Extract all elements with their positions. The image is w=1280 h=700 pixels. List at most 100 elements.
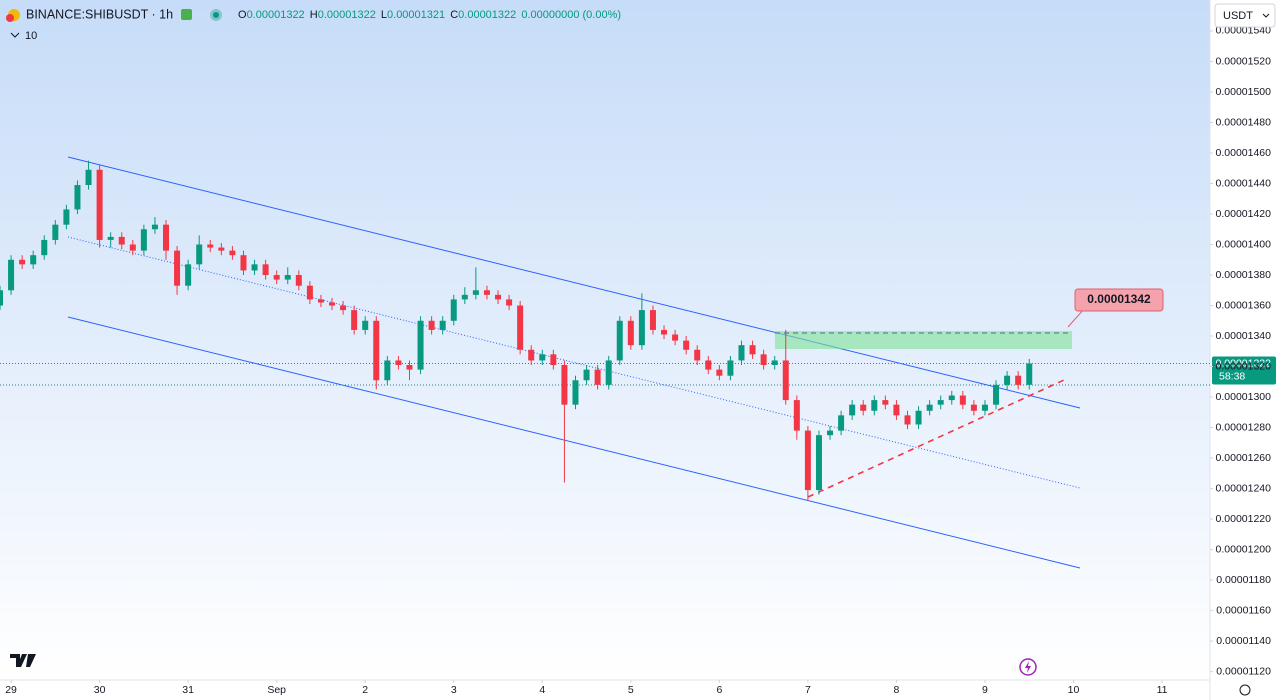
- candle-body: [694, 349, 701, 361]
- y-tick-label: 0.00001480: [1216, 116, 1272, 128]
- x-tick-label: 7: [805, 684, 811, 696]
- callout-box: [1074, 288, 1164, 312]
- candle-body: [240, 255, 247, 271]
- settings-icon[interactable]: [1239, 684, 1251, 696]
- dropdown-icon[interactable]: [1262, 13, 1270, 18]
- candle-body: [273, 275, 280, 280]
- time-axis-bg: [0, 680, 1210, 700]
- candle-body: [19, 259, 26, 265]
- candle-body: [849, 404, 856, 416]
- candle-body: [616, 320, 623, 361]
- candle-body: [904, 415, 911, 425]
- candle-body: [716, 369, 723, 376]
- candle-body: [705, 360, 712, 370]
- y-tick-label: 0.00001440: [1216, 177, 1272, 189]
- candle-body: [118, 236, 125, 245]
- channel-upper: [67, 156, 1081, 409]
- candle-body: [450, 299, 457, 321]
- x-tick-label: 9: [982, 684, 988, 696]
- x-tick-label: 2: [362, 684, 368, 696]
- currency-button[interactable]: [1214, 3, 1276, 28]
- y-tick-label: 0.00001540: [1216, 25, 1272, 37]
- candle-body: [1026, 363, 1033, 385]
- candle-body: [882, 400, 889, 405]
- candle-body: [771, 360, 778, 366]
- ohlc-key: L: [381, 9, 387, 21]
- candle-body: [30, 255, 37, 265]
- candle-body: [727, 360, 734, 376]
- x-tick-label: 3: [451, 684, 457, 696]
- candle-body: [638, 310, 645, 346]
- candle-body: [373, 320, 380, 381]
- volume-label: 10: [25, 30, 37, 42]
- y-tick-label: 0.00001340: [1216, 330, 1272, 342]
- x-tick-label: 11: [1157, 684, 1168, 696]
- candle-body: [683, 340, 690, 350]
- tv-logo[interactable]: [10, 654, 36, 667]
- candle-body: [959, 395, 966, 405]
- candle-body: [661, 329, 668, 335]
- candle-body: [329, 302, 336, 306]
- candle-body: [672, 334, 679, 341]
- ohlc-value: 0.00001322: [458, 9, 516, 21]
- candle-body: [948, 395, 955, 401]
- candle-body: [550, 354, 557, 366]
- candle-body: [483, 290, 490, 295]
- candle-body: [41, 239, 48, 256]
- y-tick-label: 0.00001300: [1216, 391, 1272, 403]
- x-tick-label: 4: [539, 684, 545, 696]
- y-tick-label: 0.00001380: [1216, 269, 1272, 281]
- candle-body: [340, 305, 347, 311]
- ohlc-key: O: [238, 9, 247, 21]
- y-tick-label: 0.00001500: [1216, 86, 1272, 98]
- y-tick-label: 0.00001260: [1216, 452, 1272, 464]
- x-tick-label: 5: [628, 684, 634, 696]
- candle-body: [163, 224, 170, 251]
- alert-icon[interactable]: [1019, 658, 1037, 676]
- y-tick-label: 0.00001520: [1216, 55, 1272, 67]
- candle-body: [804, 430, 811, 491]
- candle-body: [893, 404, 900, 416]
- y-tick-label: 0.00001460: [1216, 147, 1272, 159]
- candle-body: [218, 247, 225, 251]
- candle-body: [317, 299, 324, 303]
- candle-body: [472, 290, 479, 295]
- x-tick-label: 31: [182, 684, 194, 696]
- flag-icon[interactable]: [181, 9, 192, 20]
- candle-body: [627, 320, 634, 346]
- candle-body: [417, 320, 424, 370]
- candle-body: [185, 264, 192, 286]
- target-zone: [775, 331, 1072, 349]
- candle-body: [85, 169, 92, 186]
- candle-body: [649, 310, 656, 330]
- x-tick-label: 10: [1068, 684, 1080, 696]
- candle-body: [196, 244, 203, 265]
- candle-body: [207, 244, 214, 248]
- currency[interactable]: USDT: [1223, 10, 1253, 22]
- candle-body: [262, 264, 269, 276]
- candle-body: [284, 275, 291, 280]
- y-tick-label: 0.00001420: [1216, 208, 1272, 220]
- candle-body: [782, 360, 789, 401]
- x-tick-label: 8: [894, 684, 900, 696]
- alert-icon[interactable]: [1025, 661, 1031, 673]
- symbol-icon: [6, 14, 14, 22]
- y-tick-label: 0.00001220: [1216, 513, 1272, 525]
- candle-body: [295, 275, 302, 286]
- candle-body: [229, 250, 236, 256]
- x-tick-label: Sep: [267, 684, 286, 696]
- ohlc-value: 0.00001322: [247, 9, 305, 21]
- candle-body: [915, 410, 922, 425]
- candle-body: [970, 404, 977, 411]
- candle-body: [74, 185, 81, 210]
- candle-body: [52, 224, 59, 240]
- candle-body: [528, 349, 535, 361]
- candle-body: [439, 320, 446, 330]
- candle-body: [838, 415, 845, 431]
- collapse-icon[interactable]: [10, 32, 20, 38]
- candle-body: [827, 430, 834, 436]
- price-axis-bg: [1210, 0, 1280, 700]
- candle-body: [605, 360, 612, 385]
- support-line: [807, 379, 1065, 498]
